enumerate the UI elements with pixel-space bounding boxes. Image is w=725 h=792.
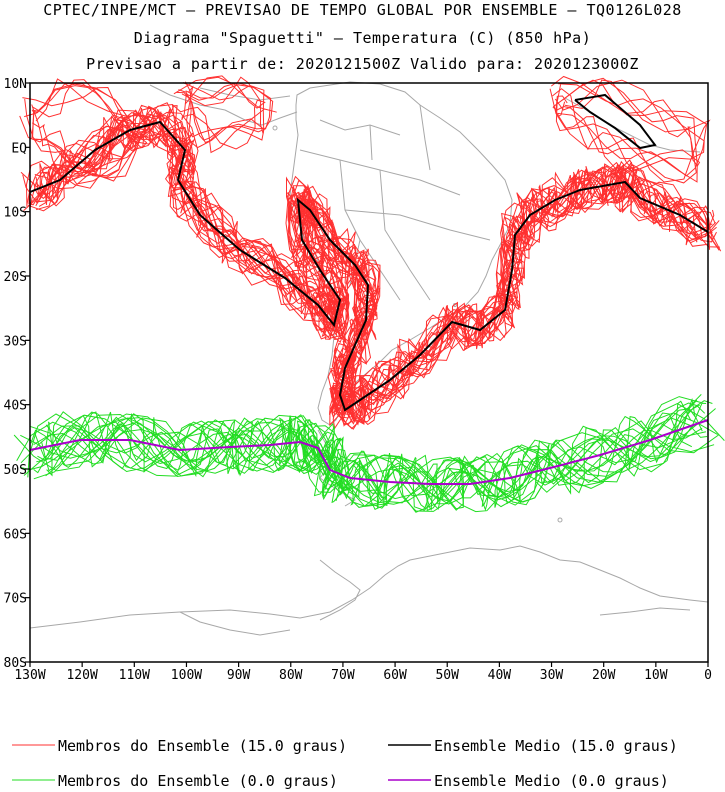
lon-tick-label: 130W xyxy=(14,668,45,683)
lat-tick-label: 40S xyxy=(4,399,27,414)
tick-layer xyxy=(25,82,709,667)
member-15-line xyxy=(35,102,720,426)
lon-tick-label: 70W xyxy=(331,668,355,683)
member-15-line xyxy=(25,105,698,426)
member-15-line xyxy=(22,111,720,426)
member-15-loop xyxy=(178,84,272,141)
member-15-line xyxy=(33,113,708,421)
legend-label-mean-0: Ensemble Medio (0.0 graus) xyxy=(434,772,669,790)
member-0-line xyxy=(27,400,692,513)
lon-tick-label: 30W xyxy=(540,668,564,683)
member-15-loop xyxy=(173,76,266,150)
mean-15-loop xyxy=(574,93,657,150)
member-15-loop xyxy=(555,79,711,183)
member-15-loop xyxy=(555,83,705,172)
member-15-loop xyxy=(172,75,277,154)
mean-0-line xyxy=(29,419,709,485)
legend-label-mean-15: Ensemble Medio (15.0 graus) xyxy=(434,737,678,755)
lon-tick-label: 0 xyxy=(704,668,712,683)
member-0-line xyxy=(16,402,707,505)
legend-label-members-15: Membros do Ensemble (15.0 graus) xyxy=(58,737,347,755)
member-15-line xyxy=(35,109,715,427)
lat-tick-label: 30S xyxy=(4,334,27,349)
lon-tick-label: 40W xyxy=(488,668,512,683)
legend-label-members-0: Membros do Ensemble (0.0 graus) xyxy=(58,772,338,790)
members-0-layer xyxy=(13,394,725,513)
member-15-line xyxy=(35,110,713,415)
member-0-line xyxy=(19,417,695,505)
lat-tick-label: 10N xyxy=(4,77,27,92)
mean-0-layer xyxy=(29,419,709,485)
member-0-line xyxy=(33,412,718,502)
member-0-line xyxy=(20,404,701,500)
map-frame xyxy=(29,82,709,663)
member-15-line xyxy=(34,109,717,423)
member-15-loop xyxy=(176,82,274,144)
member-15-loop xyxy=(22,86,148,179)
member-15-loop xyxy=(31,83,148,178)
member-0-line xyxy=(46,397,696,511)
lon-tick-label: 90W xyxy=(227,668,251,683)
member-0-line xyxy=(45,403,725,511)
member-15-line xyxy=(39,111,696,426)
lon-tick-label: 10W xyxy=(644,668,668,683)
lat-tick-label: 10S xyxy=(4,206,27,221)
lon-tick-label: 100W xyxy=(171,668,202,683)
lon-tick-label: 120W xyxy=(66,668,97,683)
legend: Membros do Ensemble (15.0 graus) Ensembl… xyxy=(12,737,678,790)
member-15-loop xyxy=(552,77,698,183)
lat-tick-label: 50S xyxy=(4,463,27,478)
chart-title-line-2: Diagrama "Spaguetti" – Temperatura (C) (… xyxy=(133,29,592,47)
chart-title-line-3: Previsao a partir de: 2020121500Z Valido… xyxy=(86,55,639,73)
lat-tick-label: 60S xyxy=(4,527,27,542)
lat-tick-label: 70S xyxy=(4,592,27,607)
lon-tick-label: 60W xyxy=(383,668,407,683)
member-15-loop xyxy=(549,75,701,171)
lon-tick-label: 110W xyxy=(119,668,150,683)
member-15-loop xyxy=(552,79,697,184)
member-15-loop xyxy=(557,79,708,177)
members-15-layer xyxy=(19,75,722,430)
lat-tick-label: 80S xyxy=(4,656,27,671)
member-0-line xyxy=(33,408,703,510)
member-15-loop xyxy=(182,81,265,141)
lon-tick-label: 20W xyxy=(592,668,616,683)
antarctica-coast xyxy=(29,545,709,629)
chart-title-line-1: CPTEC/INPE/MCT – PREVISAO DE TEMPO GLOBA… xyxy=(43,1,682,19)
lon-tick-label: 50W xyxy=(435,668,459,683)
member-15-line xyxy=(27,107,720,423)
lon-tick-label: 80W xyxy=(279,668,303,683)
mean-15-layer xyxy=(29,93,709,412)
lat-tick-label: 20S xyxy=(4,270,27,285)
mean-15-line xyxy=(29,120,709,412)
lat-tick-label: EQ xyxy=(11,141,27,156)
